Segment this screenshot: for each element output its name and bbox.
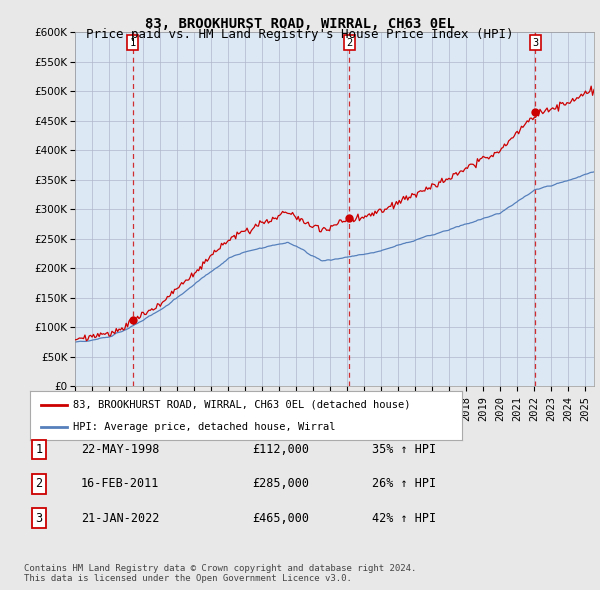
Text: 1: 1 (35, 443, 43, 456)
Text: 2: 2 (35, 477, 43, 490)
Text: 83, BROOKHURST ROAD, WIRRAL, CH63 0EL (detached house): 83, BROOKHURST ROAD, WIRRAL, CH63 0EL (d… (73, 399, 410, 409)
Text: £465,000: £465,000 (252, 512, 309, 525)
Text: 3: 3 (35, 512, 43, 525)
Text: HPI: Average price, detached house, Wirral: HPI: Average price, detached house, Wirr… (73, 422, 336, 432)
Text: 26% ↑ HPI: 26% ↑ HPI (372, 477, 436, 490)
Text: 16-FEB-2011: 16-FEB-2011 (81, 477, 160, 490)
Text: £285,000: £285,000 (252, 477, 309, 490)
Text: 21-JAN-2022: 21-JAN-2022 (81, 512, 160, 525)
Text: Price paid vs. HM Land Registry's House Price Index (HPI): Price paid vs. HM Land Registry's House … (86, 28, 514, 41)
Text: 42% ↑ HPI: 42% ↑ HPI (372, 512, 436, 525)
Text: Contains HM Land Registry data © Crown copyright and database right 2024.
This d: Contains HM Land Registry data © Crown c… (24, 563, 416, 583)
Text: 1: 1 (130, 38, 136, 48)
Text: 35% ↑ HPI: 35% ↑ HPI (372, 443, 436, 456)
Text: 83, BROOKHURST ROAD, WIRRAL, CH63 0EL: 83, BROOKHURST ROAD, WIRRAL, CH63 0EL (145, 17, 455, 31)
Text: £112,000: £112,000 (252, 443, 309, 456)
Text: 3: 3 (532, 38, 538, 48)
Text: 2: 2 (346, 38, 352, 48)
Text: 22-MAY-1998: 22-MAY-1998 (81, 443, 160, 456)
